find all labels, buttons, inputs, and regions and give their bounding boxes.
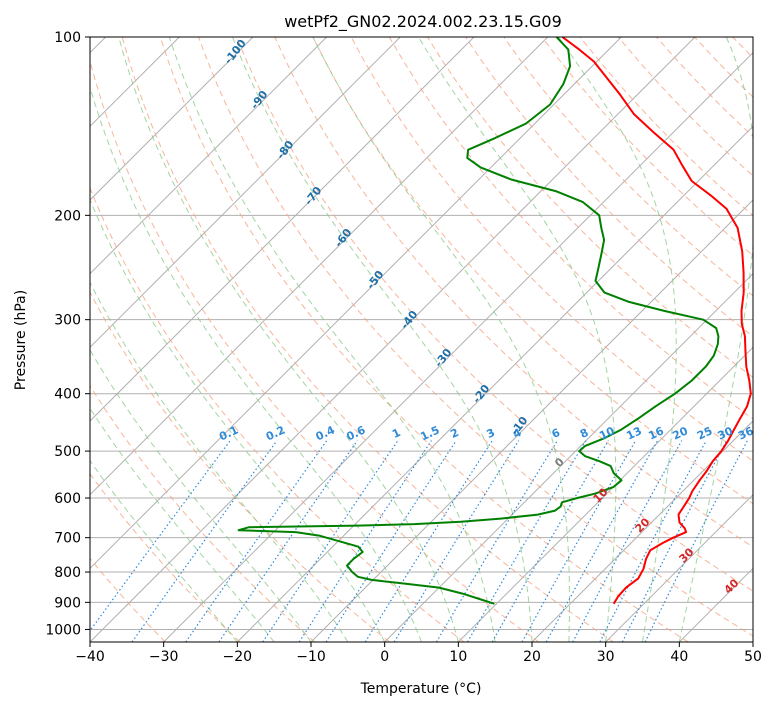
dry-adiabat-line — [84, 37, 539, 642]
dry-adiabat-line — [237, 37, 775, 642]
moist-adiabat-line — [169, 37, 495, 642]
mixing-ratio-line — [645, 441, 747, 642]
isotherm-line — [16, 37, 621, 642]
moist-adiabat-label: -10 — [508, 414, 531, 438]
isotherm-line — [753, 37, 775, 642]
mixing-ratio-line — [492, 441, 608, 642]
dry-adiabat-line — [656, 37, 775, 642]
x-tick-label: −10 — [296, 649, 326, 665]
mixing-ratio-label: 1.5 — [418, 423, 441, 443]
x-tick-label: −30 — [149, 649, 179, 665]
moist-adiabat-label: -70 — [302, 184, 325, 208]
dry-adiabat-line — [733, 37, 775, 642]
isotherm-line — [679, 37, 775, 642]
mixing-ratio-line — [546, 441, 657, 642]
isotherm-label: 40 — [722, 576, 742, 596]
mixing-ratio-label: 2 — [448, 426, 460, 441]
x-tick-label: 20 — [523, 649, 541, 665]
mixing-ratio-line — [263, 441, 398, 642]
dry-adiabat-line — [0, 37, 315, 642]
y-axis-label: Pressure (hPa) — [13, 290, 29, 390]
y-tick-label: 200 — [54, 208, 81, 224]
moist-adiabat-line — [0, 37, 274, 642]
isotherm-line — [237, 37, 775, 642]
y-tick-label: 400 — [54, 387, 81, 403]
dry-adiabat-line — [695, 37, 775, 642]
dry-adiabat-line — [275, 37, 775, 642]
mixing-ratio-line — [394, 441, 519, 642]
y-tick-label: 1000 — [45, 622, 81, 638]
moist-adiabat-label: -90 — [248, 88, 271, 112]
x-tick-label: 40 — [670, 649, 688, 665]
moist-adiabat-line — [0, 37, 311, 642]
mixing-ratio-line — [326, 441, 456, 642]
mixing-ratio-label: 30 — [716, 424, 736, 442]
moist-adiabat-label: -30 — [432, 346, 455, 370]
dry-adiabat-line — [351, 37, 775, 642]
x-axis-label: Temperature (°C) — [360, 681, 482, 697]
dry-adiabat-line — [389, 37, 775, 642]
dry-adiabat-line — [0, 37, 240, 642]
mixing-ratio-label: 0.4 — [314, 423, 337, 443]
isotherm-label: 30 — [677, 545, 697, 565]
dry-adiabat-line — [8, 37, 390, 642]
dry-adiabat-line — [771, 37, 775, 642]
mixing-ratio-label: 25 — [695, 424, 714, 442]
y-tick-label: 300 — [54, 313, 81, 329]
isotherm-line — [90, 37, 695, 642]
mixing-ratio-label: 0.1 — [217, 423, 240, 443]
y-tick-label: 800 — [54, 565, 81, 581]
moist-adiabat-line — [12, 37, 348, 642]
y-tick-label: 600 — [54, 491, 81, 507]
x-tick-label: −20 — [223, 649, 253, 665]
moist-adiabat-label: -60 — [332, 226, 355, 250]
dry-adiabat-line — [466, 37, 775, 642]
moist-adiabat-line — [232, 37, 532, 642]
y-tick-label: 900 — [54, 595, 81, 611]
mixing-ratio-line — [622, 441, 726, 642]
mixing-ratio-label: 3 — [485, 426, 497, 441]
isotherm-line — [164, 37, 769, 642]
mixing-ratio-line — [132, 441, 277, 642]
moist-adiabat-label: -50 — [364, 268, 387, 292]
dry-adiabat-line — [542, 37, 775, 642]
mixing-ratio-line — [186, 441, 327, 642]
moist-adiabat-label: -20 — [470, 382, 493, 406]
isotherm-label: 20 — [633, 515, 653, 535]
y-tick-label: 500 — [54, 444, 81, 460]
mixing-ratio-label: 0.2 — [264, 423, 287, 443]
isotherm-line — [0, 37, 253, 642]
dry-adiabat-line — [427, 37, 775, 642]
x-tick-label: 10 — [449, 649, 467, 665]
moist-adiabat-line — [77, 37, 421, 642]
plot-frame — [90, 37, 753, 642]
chart-title: wetPf2_GN02.2024.002.23.15.G09 — [284, 12, 562, 32]
x-tick-label: 0 — [380, 649, 389, 665]
x-tick-label: 50 — [744, 649, 762, 665]
x-tick-label: 30 — [597, 649, 615, 665]
moist-adiabat-label: -100 — [222, 37, 249, 67]
moist-adiabat-label: -80 — [274, 138, 297, 162]
x-tick-label: −40 — [75, 649, 105, 665]
isotherm-line — [311, 37, 775, 642]
mixing-ratio-label: 1 — [390, 426, 402, 441]
mixing-ratio-line — [365, 441, 492, 642]
dry-adiabat-line — [504, 37, 775, 642]
isotherm-line — [0, 37, 400, 642]
moist-adiabat-label: -40 — [398, 308, 421, 332]
y-tick-label: 700 — [54, 531, 81, 547]
mixing-ratio-label: 13 — [624, 424, 643, 442]
moist-adiabat-line — [0, 37, 237, 642]
isotherm-line — [385, 37, 775, 642]
y-tick-label: 100 — [54, 30, 81, 46]
mixing-ratio-line — [522, 441, 636, 642]
mixing-ratio-label: 0.6 — [344, 423, 367, 443]
moist-adiabat-line — [42, 37, 385, 642]
